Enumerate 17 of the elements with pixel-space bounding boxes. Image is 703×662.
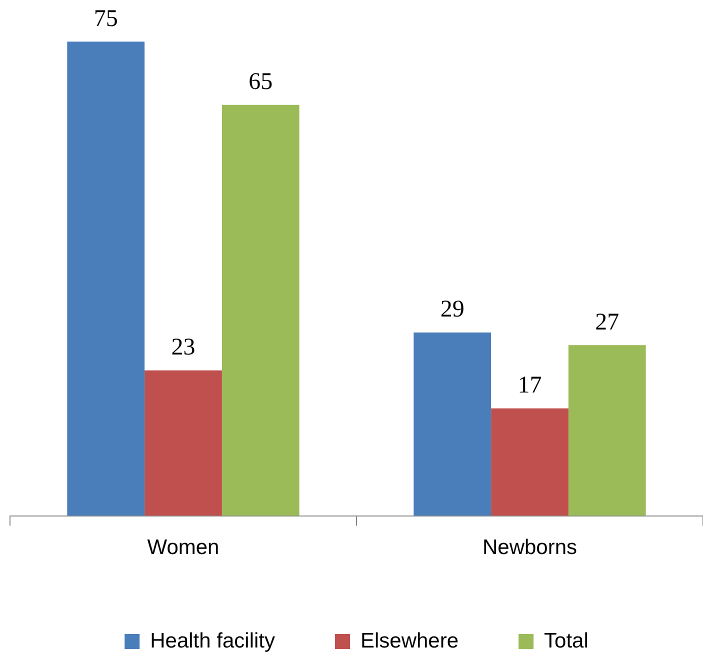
bar [568, 345, 646, 516]
bar [491, 408, 568, 516]
bar [414, 332, 492, 516]
data-label: 23 [171, 334, 196, 361]
legend-label: Elsewhere [360, 629, 459, 652]
legend-label: Health facility [150, 629, 276, 652]
data-label: 65 [248, 69, 273, 96]
data-label: 27 [595, 309, 620, 336]
data-label: 75 [94, 6, 118, 32]
legend-label: Total [544, 629, 588, 652]
bar [67, 42, 145, 516]
bar [144, 370, 222, 516]
x-tick-label: Women [147, 536, 220, 560]
bar [222, 104, 300, 516]
data-label: 29 [440, 296, 464, 323]
data-label: 17 [518, 372, 542, 399]
x-tick-label: Newborns [482, 536, 578, 560]
